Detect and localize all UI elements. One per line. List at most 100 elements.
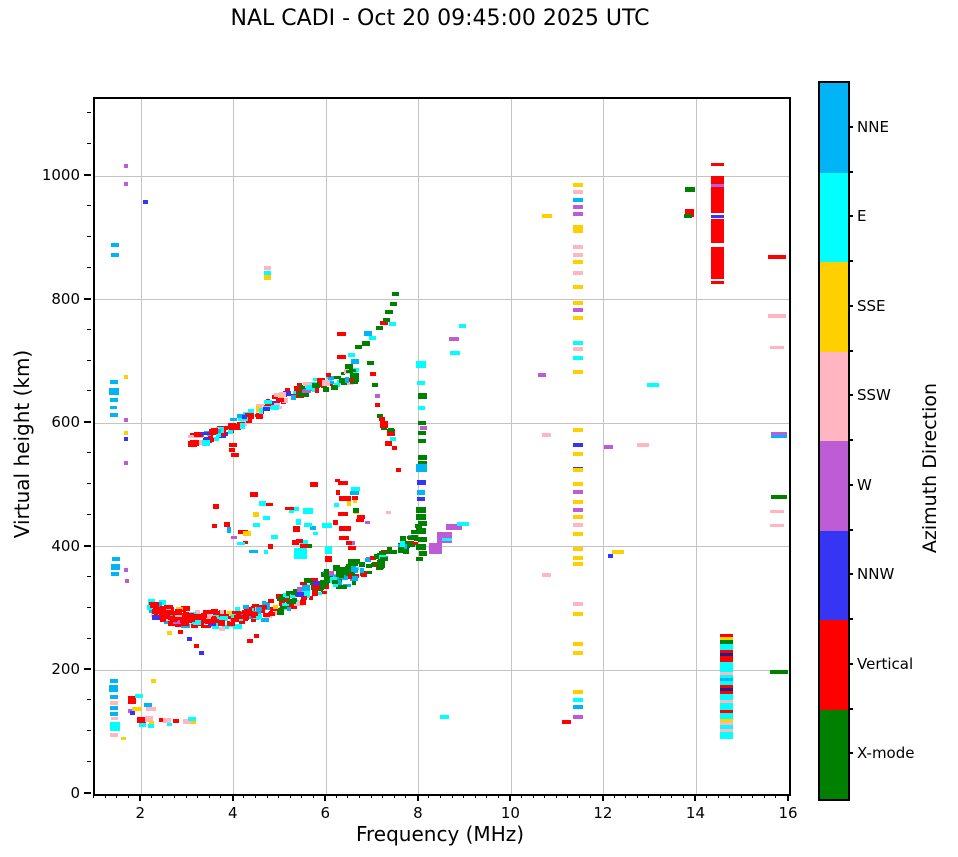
trace-point xyxy=(406,535,414,540)
data-point xyxy=(456,522,469,527)
trace-point xyxy=(297,587,303,593)
data-point xyxy=(416,514,427,521)
data-point xyxy=(325,556,333,563)
grid-line-x xyxy=(788,99,789,794)
x-minor-tick xyxy=(127,794,129,798)
colorbar-label: NNW xyxy=(857,565,895,584)
trace-point xyxy=(245,412,255,419)
trace-point xyxy=(263,612,270,617)
colorbar-boundary-tick xyxy=(848,170,853,173)
y-tick-label: 0 xyxy=(70,784,80,802)
trace-point xyxy=(264,601,271,607)
data-point xyxy=(254,634,260,639)
data-point xyxy=(416,557,424,562)
trace-point xyxy=(386,547,392,553)
stripe-tile xyxy=(720,634,734,639)
rfi-tile xyxy=(573,547,584,552)
x-minor-tick xyxy=(532,794,534,798)
x-tick-label: 6 xyxy=(320,804,331,822)
trace-point xyxy=(219,626,225,631)
trace-point xyxy=(178,616,187,621)
trace-point xyxy=(296,519,301,526)
stripe-tile xyxy=(720,734,734,739)
trace-point xyxy=(311,383,320,388)
data-point xyxy=(109,722,120,732)
trace-point xyxy=(341,380,348,386)
stripe-tile xyxy=(720,715,734,720)
trace-point xyxy=(250,619,256,623)
trace-point xyxy=(188,616,194,620)
x-minor-tick xyxy=(648,794,650,798)
trace-point xyxy=(175,609,182,615)
stripe-tile xyxy=(720,659,734,664)
stripe-tile xyxy=(720,687,734,692)
data-point xyxy=(338,536,349,541)
trace-point xyxy=(279,603,286,609)
data-point xyxy=(242,531,251,537)
x-minor-tick xyxy=(775,794,777,798)
trace-point xyxy=(202,439,211,446)
trace-point xyxy=(171,611,176,616)
trace-point xyxy=(227,622,235,626)
x-minor-tick xyxy=(359,794,361,798)
x-minor-tick xyxy=(440,794,441,798)
trace-point xyxy=(282,603,289,607)
y-minor-tick xyxy=(87,730,91,732)
trace-point xyxy=(373,554,383,560)
trace-point xyxy=(271,394,278,400)
trace-point xyxy=(204,610,213,615)
trace-point xyxy=(268,599,274,603)
data-point xyxy=(136,716,146,723)
trace-point xyxy=(282,593,289,599)
trace-point xyxy=(300,581,308,586)
trace-point xyxy=(410,530,417,534)
trace-point xyxy=(289,510,295,514)
data-point xyxy=(128,696,136,705)
data-point xyxy=(366,361,374,366)
y-tick-label: 1000 xyxy=(41,166,80,185)
trace-point xyxy=(276,593,283,599)
interference-block xyxy=(711,247,725,280)
x-major-tick xyxy=(416,794,419,801)
trace-point xyxy=(279,392,287,398)
trace-point xyxy=(300,600,307,606)
trace-point xyxy=(264,606,273,610)
colorbar-center-tick xyxy=(848,573,853,576)
data-point xyxy=(151,678,157,683)
data-point xyxy=(187,636,193,641)
trace-point xyxy=(317,584,324,591)
trace-point xyxy=(391,549,398,554)
trace-point xyxy=(325,373,332,378)
trace-point xyxy=(256,403,265,408)
rfi-tile xyxy=(573,253,584,258)
stripe-tile xyxy=(720,684,734,689)
data-point xyxy=(417,381,426,386)
trace-point xyxy=(236,611,242,617)
data-point xyxy=(123,460,128,465)
trace-point xyxy=(317,383,325,387)
trace-point xyxy=(211,436,219,441)
trace-point xyxy=(187,434,197,439)
trace-point xyxy=(346,563,351,568)
data-point xyxy=(109,379,118,384)
data-point xyxy=(392,291,400,296)
trace-point xyxy=(219,610,225,616)
grid-line-x xyxy=(695,99,697,794)
stripe-tile xyxy=(720,640,734,645)
trace-point xyxy=(384,550,392,555)
trace-point xyxy=(230,618,239,622)
colorbar-center-tick xyxy=(848,394,853,397)
grid-line-y xyxy=(95,669,789,671)
trace-point xyxy=(241,609,249,615)
trace-point xyxy=(277,609,284,615)
stripe-tile xyxy=(720,709,734,714)
trace-point xyxy=(164,610,171,616)
rfi-tile xyxy=(573,641,584,646)
data-point xyxy=(369,371,376,376)
x-minor-tick xyxy=(752,794,754,798)
trace-point xyxy=(223,426,229,430)
trace-point xyxy=(258,408,263,414)
data-point xyxy=(303,523,312,528)
trace-point xyxy=(219,430,227,436)
x-major-tick xyxy=(139,794,142,801)
